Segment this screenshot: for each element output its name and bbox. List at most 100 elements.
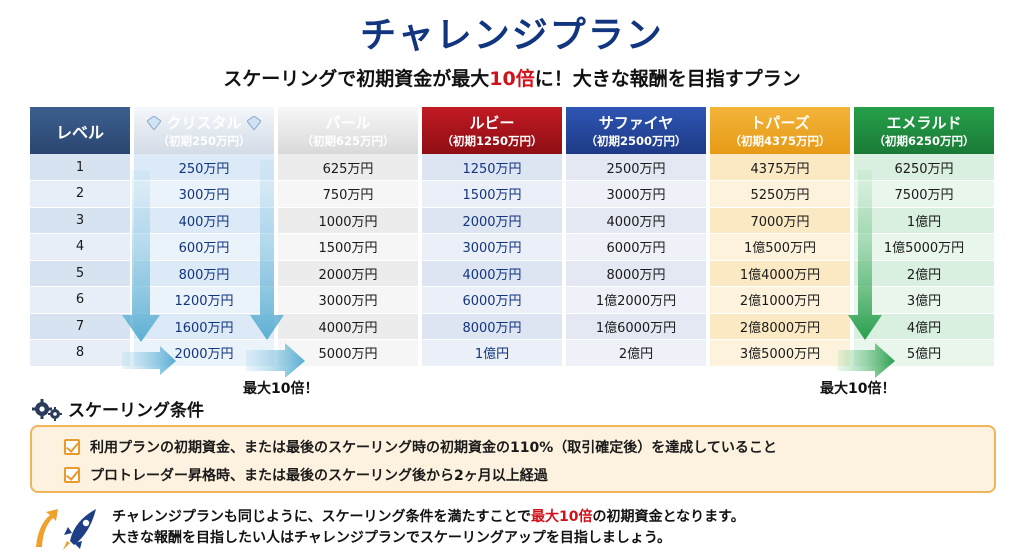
conditions-heading: スケーリング条件 [32, 396, 204, 421]
plan-initial: （初期6250万円） [873, 133, 975, 148]
amount-cell: 6250万円 [852, 154, 998, 181]
table-row: 8 2000万円 5000万円 1億円 2億円 3億5000万円 5億円 [30, 339, 998, 367]
arrow-up-icon [36, 509, 58, 547]
footer-highlight: 最大10倍 [531, 509, 593, 525]
level-cell: 6 [30, 286, 134, 314]
table-row: 4 600万円 1500万円 3000万円 6000万円 1億500万円 1億5000万円 [30, 233, 998, 261]
amount-cell: 3億5000万円 [708, 339, 854, 367]
page-subtitle: スケーリングで初期資金が最大10倍に！大きな報酬を目指すプラン [0, 64, 1024, 91]
amount-cell: 1億円 [420, 339, 566, 367]
level-cell: 4 [30, 233, 134, 261]
amount-cell: 750万円 [276, 180, 422, 208]
rocket-icon [63, 509, 96, 550]
subtitle-text-before: スケーリングで初期資金が最大 [223, 68, 490, 90]
amount-cell: 2億円 [564, 339, 710, 367]
level-cell: 7 [30, 313, 134, 340]
gem-icon [147, 116, 162, 130]
amount-cell: 4億円 [852, 313, 998, 340]
plan-header-pearl: パール （初期625万円） [276, 107, 422, 154]
amount-cell: 600万円 [132, 233, 278, 261]
plan-header-sapphire: サファイヤ （初期2500万円） [564, 107, 710, 154]
amount-cell: 3000万円 [420, 233, 566, 261]
amount-cell: 1億5000万円 [852, 233, 998, 261]
level-cell: 5 [30, 260, 134, 287]
amount-cell: 2000万円 [420, 207, 566, 234]
plan-name: クリスタル [166, 113, 242, 132]
amount-cell: 1億500万円 [708, 233, 854, 261]
level-cell: 8 [30, 339, 134, 367]
table-row: 7 1600万円 4000万円 8000万円 1億6000万円 2億8000万円 4億円 [30, 313, 998, 340]
amount-cell: 2億8000万円 [708, 313, 854, 340]
subtitle-highlight: 10倍 [489, 68, 535, 90]
footer-line1-before: チャレンジプランも同じように、スケーリング条件を満たすことで [112, 509, 532, 525]
plan-initial: （初期1250万円） [441, 133, 543, 148]
amount-cell: 1億4000万円 [708, 260, 854, 287]
amount-cell: 4375万円 [708, 154, 854, 181]
amount-cell: 2500万円 [564, 154, 710, 181]
table-row: 6 1200万円 3000万円 6000万円 1億2000万円 2億1000万円 3億円 [30, 286, 998, 314]
footer-icons [36, 509, 96, 550]
plan-name: ルビー [469, 113, 515, 132]
plan-header-emerald: エメラルド （初期6250万円） [852, 107, 998, 154]
amount-cell: 4000万円 [420, 260, 566, 287]
footer-line-2: 大きな報酬を目指したい人はチャレンジプランでスケーリングアップを目指しましょう。 [112, 530, 672, 546]
amount-cell: 300万円 [132, 180, 278, 208]
condition-item: プロトレーダー昇格時、または最後のスケーリング後から2ヶ月以上経過 [64, 461, 994, 489]
amount-cell: 2000万円 [276, 260, 422, 287]
checkbox-icon [64, 439, 80, 455]
plan-header-topaz: トパーズ （初期4375万円） [708, 107, 854, 154]
plan-header-crystal: クリスタル （初期250万円） [132, 107, 278, 154]
plan-name: エメラルド [886, 113, 962, 132]
plan-name: パール [325, 113, 371, 132]
amount-cell: 3億円 [852, 286, 998, 314]
conditions-box: 利用プランの初期資金、または最後のスケーリング時の初期資金の110%（取引確定後… [30, 425, 996, 493]
plan-table: レベル クリスタル （初期250万円） パール （初期625万円） ルビー （初… [30, 107, 998, 367]
amount-cell: 1000万円 [276, 207, 422, 234]
max-note-left: 最大10倍！ [243, 381, 319, 397]
page-title: チャレンジプラン [360, 15, 664, 56]
amount-cell: 800万円 [132, 260, 278, 287]
amount-cell: 5000万円 [276, 339, 422, 367]
level-cell: 2 [30, 180, 134, 208]
table-row: 2 300万円 750万円 1500万円 3000万円 5250万円 7500万円 [30, 180, 998, 208]
checkbox-icon [64, 467, 80, 483]
footer-text: チャレンジプランも同じように、スケーリング条件を満たすことで最大10倍の初期資金… [112, 507, 745, 549]
plan-initial: （初期625万円） [301, 133, 395, 148]
subtitle-text-after: に！大きな報酬を目指すプラン [534, 68, 801, 90]
amount-cell: 4000万円 [564, 207, 710, 234]
table-header-row: レベル クリスタル （初期250万円） パール （初期625万円） ルビー （初… [30, 107, 998, 154]
condition-text: 利用プランの初期資金、または最後のスケーリング時の初期資金の110%（取引確定後… [90, 440, 777, 456]
table-row: 5 800万円 2000万円 4000万円 8000万円 1億4000万円 2億円 [30, 260, 998, 287]
amount-cell: 1600万円 [132, 313, 278, 340]
amount-cell: 2000万円 [132, 339, 278, 367]
amount-cell: 1200万円 [132, 286, 278, 314]
amount-cell: 2億円 [852, 260, 998, 287]
plan-initial: （初期2500万円） [585, 133, 687, 148]
amount-cell: 400万円 [132, 207, 278, 234]
amount-cell: 5250万円 [708, 180, 854, 208]
amount-cell: 1500万円 [420, 180, 566, 208]
table-row: 3 400万円 1000万円 2000万円 4000万円 7000万円 1億円 [30, 207, 998, 234]
plan-header-ruby: ルビー （初期1250万円） [420, 107, 566, 154]
amount-cell: 1500万円 [276, 233, 422, 261]
amount-cell: 7500万円 [852, 180, 998, 208]
max-note-right: 最大10倍！ [820, 381, 896, 397]
amount-cell: 1億2000万円 [564, 286, 710, 314]
amount-cell: 3000万円 [564, 180, 710, 208]
amount-cell: 1億6000万円 [564, 313, 710, 340]
plan-name: トパーズ [750, 113, 810, 132]
gem-icon [246, 116, 261, 130]
gears-icon [32, 398, 62, 421]
condition-text: プロトレーダー昇格時、または最後のスケーリング後から2ヶ月以上経過 [90, 468, 548, 484]
level-header: レベル [30, 107, 134, 154]
amount-cell: 2億1000万円 [708, 286, 854, 314]
plan-initial: （初期250万円） [157, 133, 251, 148]
amount-cell: 3000万円 [276, 286, 422, 314]
amount-cell: 4000万円 [276, 313, 422, 340]
amount-cell: 250万円 [132, 154, 278, 181]
amount-cell: 6000万円 [564, 233, 710, 261]
amount-cell: 6000万円 [420, 286, 566, 314]
level-cell: 1 [30, 154, 134, 181]
plan-name: サファイヤ [598, 113, 674, 132]
footer-line1-after: の初期資金となります。 [592, 509, 745, 525]
